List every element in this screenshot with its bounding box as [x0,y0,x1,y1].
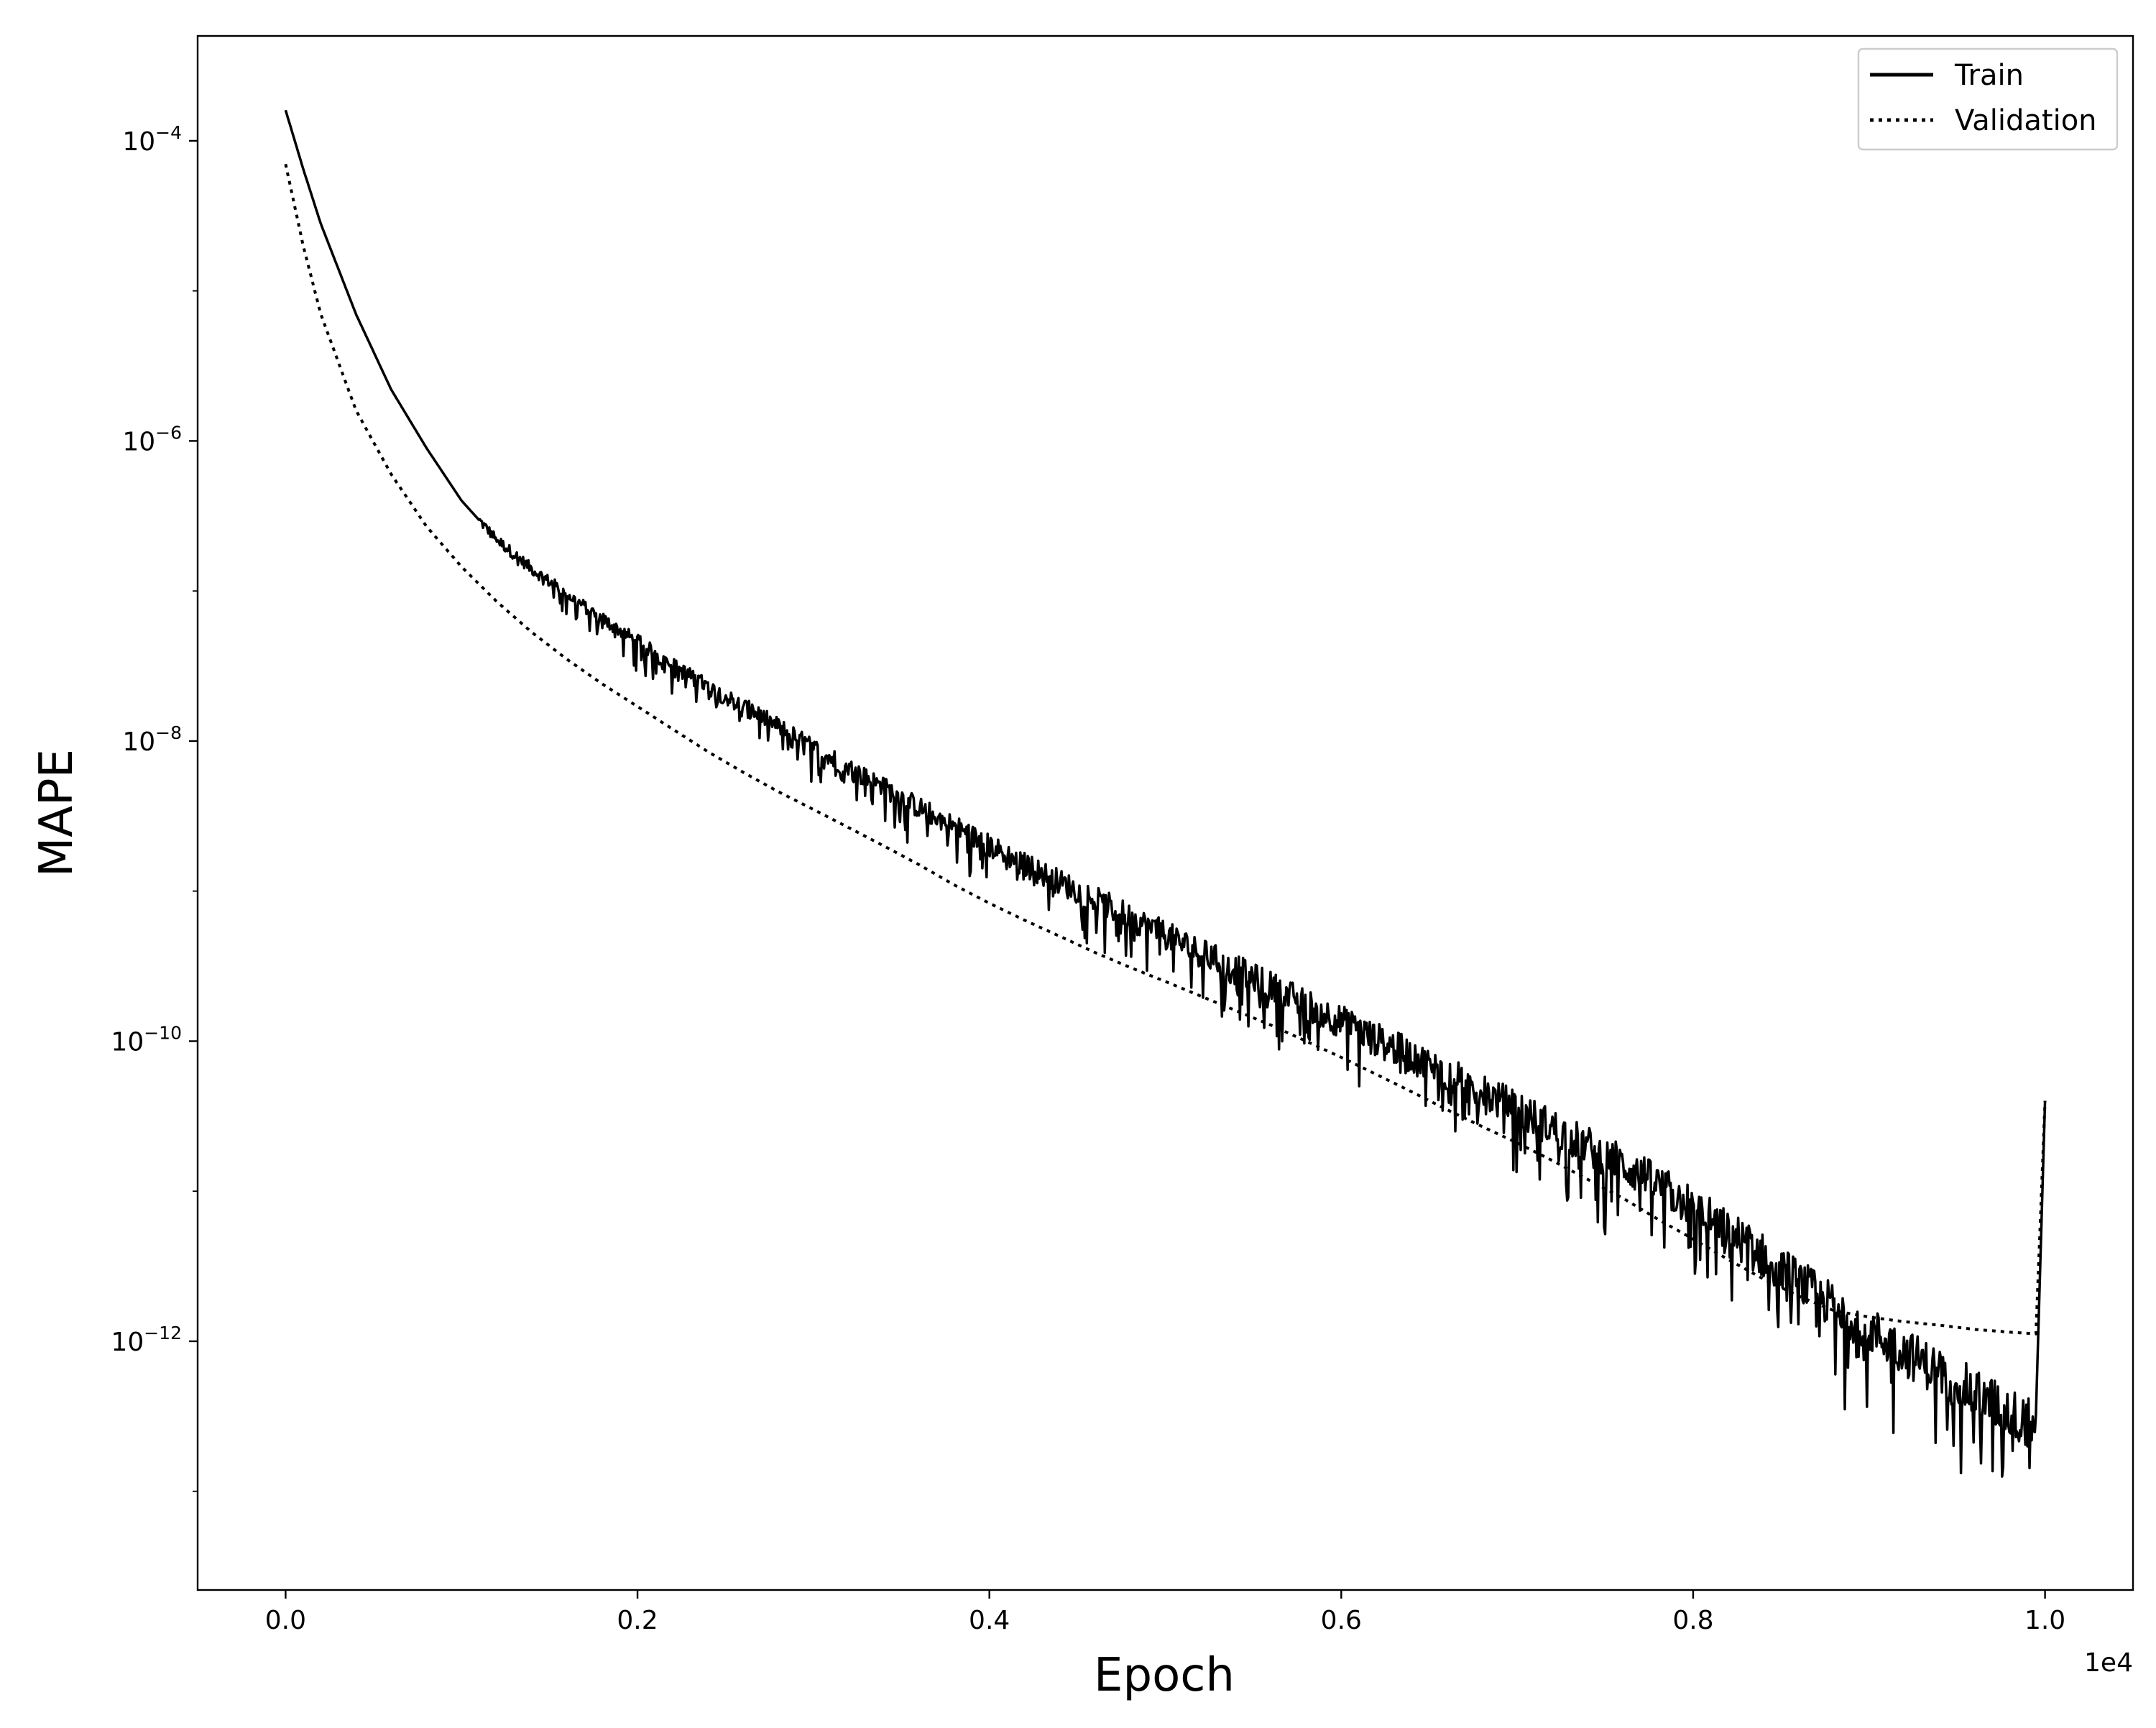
legend-label-train: Train [1954,59,2024,92]
y-tick-label: 10−12 [111,1323,182,1357]
plot-frame [196,35,2134,1591]
series-line-train [284,109,2047,1478]
x-tick-label: 0.0 [265,1606,306,1635]
series-layer [284,109,2047,1478]
y-axis-title: MAPE [30,749,83,877]
x-tick-label: 1.0 [2024,1606,2065,1635]
x-tick-label: 0.6 [1321,1606,1362,1635]
y-tick-label: 10−6 [122,422,182,456]
legend: Train Validation [1857,47,2119,151]
x-tick-label: 0.2 [617,1606,658,1635]
x-tick-label: 0.4 [969,1606,1010,1635]
x-offset-label: 1e4 [2084,1648,2133,1678]
x-axis-title: Epoch [1094,1649,1235,1702]
y-tick-label: 10−8 [122,722,182,757]
series-line-validation [284,163,2047,1336]
x-axis: 0.0 0.2 0.4 0.6 0.8 1.0 [265,1590,2065,1635]
x-tick-label: 0.8 [1672,1606,1713,1635]
y-tick-label: 10−10 [111,1022,182,1057]
y-axis: 10−4 10−6 10−8 10−10 10−12 [111,122,198,1492]
legend-label-validation: Validation [1955,104,2097,137]
y-tick-label: 10−4 [122,122,182,157]
